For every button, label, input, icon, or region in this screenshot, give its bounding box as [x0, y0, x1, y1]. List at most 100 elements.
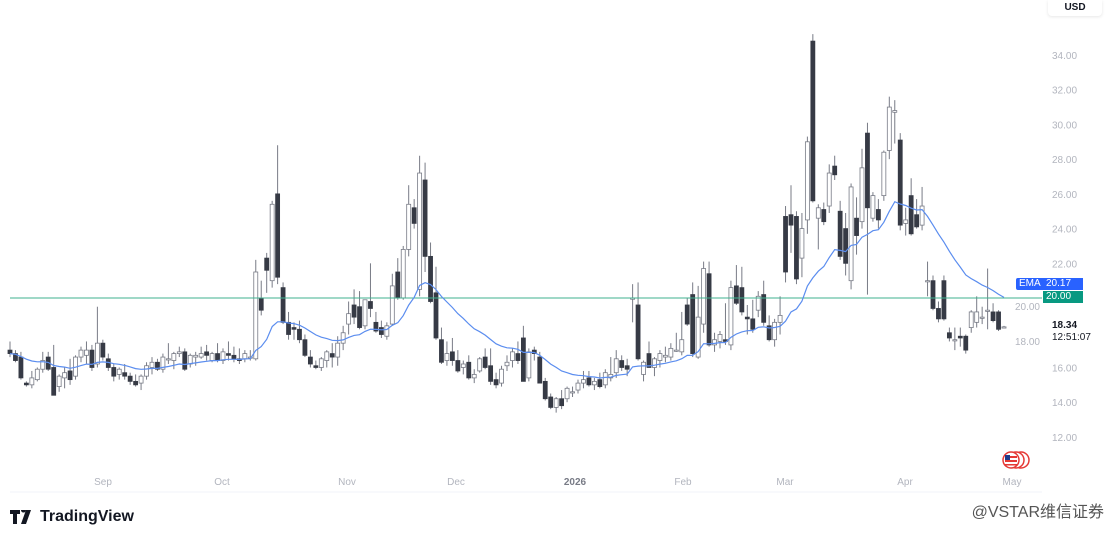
candle[interactable] — [493, 372, 499, 389]
candle[interactable] — [264, 252, 270, 293]
candle[interactable] — [761, 280, 767, 326]
candle[interactable] — [504, 355, 510, 371]
candle[interactable] — [728, 280, 734, 351]
candle[interactable] — [990, 303, 996, 323]
candle[interactable] — [56, 374, 62, 392]
candle[interactable] — [662, 346, 668, 363]
candle[interactable] — [723, 303, 728, 345]
candle[interactable] — [389, 273, 395, 326]
candle[interactable] — [176, 346, 182, 358]
candle[interactable] — [318, 357, 324, 371]
candle[interactable] — [946, 327, 952, 342]
candle[interactable] — [269, 200, 275, 288]
candle[interactable] — [357, 291, 362, 330]
candle[interactable] — [198, 346, 204, 359]
candle[interactable] — [701, 261, 707, 333]
candle[interactable] — [428, 242, 433, 304]
candle[interactable] — [460, 360, 466, 375]
candle[interactable] — [542, 377, 548, 401]
candle[interactable] — [313, 360, 319, 370]
candle[interactable] — [733, 265, 739, 305]
price-axis[interactable]: 12.00 14.00 16.00 18.00 20.00 22.00 24.00 26.00… — [1015, 51, 1077, 444]
candle[interactable] — [903, 207, 909, 236]
candle[interactable] — [537, 351, 543, 384]
candle[interactable] — [187, 353, 193, 368]
candle[interactable] — [581, 370, 586, 389]
candle[interactable] — [291, 322, 297, 340]
candle[interactable] — [466, 355, 472, 380]
candle[interactable] — [794, 211, 799, 285]
candle[interactable] — [717, 331, 723, 349]
candle[interactable] — [1001, 325, 1007, 329]
candle[interactable] — [968, 310, 974, 333]
candle[interactable] — [351, 289, 357, 325]
candle[interactable] — [182, 348, 188, 371]
candle[interactable] — [974, 296, 980, 328]
us-flag-icon[interactable] — [1001, 450, 1031, 475]
candle[interactable] — [111, 364, 117, 382]
candle[interactable] — [526, 348, 532, 382]
candle[interactable] — [881, 150, 887, 201]
candle[interactable] — [29, 370, 35, 389]
candle[interactable] — [488, 348, 494, 385]
currency-label[interactable]: USD — [1048, 0, 1102, 16]
candle[interactable] — [149, 357, 155, 375]
candle[interactable] — [444, 341, 450, 366]
candle[interactable] — [783, 206, 788, 283]
candle[interactable] — [695, 285, 701, 359]
candle[interactable] — [706, 261, 712, 347]
candle[interactable] — [122, 364, 128, 380]
candle[interactable] — [646, 341, 652, 368]
candle[interactable] — [45, 351, 51, 371]
candle[interactable] — [171, 351, 177, 370]
candle[interactable] — [870, 192, 876, 222]
candle[interactable] — [788, 185, 794, 253]
candle[interactable] — [799, 212, 805, 278]
candle[interactable] — [772, 318, 778, 347]
candle[interactable] — [400, 245, 406, 300]
candle[interactable] — [936, 301, 941, 323]
candle[interactable] — [548, 393, 554, 410]
candle[interactable] — [220, 348, 226, 365]
candle[interactable] — [67, 358, 73, 385]
candle[interactable] — [602, 369, 608, 389]
candle[interactable] — [499, 365, 504, 387]
candle[interactable] — [302, 334, 308, 358]
candle[interactable] — [897, 133, 903, 231]
candle[interactable] — [329, 343, 335, 368]
candle[interactable] — [875, 199, 881, 229]
candle[interactable] — [619, 355, 625, 371]
candle[interactable] — [155, 358, 160, 371]
candle[interactable] — [144, 362, 149, 380]
candle[interactable] — [963, 334, 969, 354]
candle[interactable] — [652, 357, 657, 377]
candle[interactable] — [433, 266, 439, 340]
candle[interactable] — [553, 396, 559, 413]
candle[interactable] — [597, 372, 603, 389]
candle[interactable] — [324, 350, 330, 368]
candle[interactable] — [679, 311, 685, 356]
candle[interactable] — [384, 322, 390, 340]
candle[interactable] — [848, 183, 854, 290]
candle[interactable] — [613, 350, 619, 378]
candle[interactable] — [13, 350, 18, 363]
candle[interactable] — [979, 306, 985, 325]
candle[interactable] — [908, 178, 914, 236]
candle[interactable] — [914, 199, 920, 229]
candle[interactable] — [340, 325, 346, 351]
candle[interactable] — [23, 381, 29, 387]
candle[interactable] — [411, 199, 417, 229]
candle[interactable] — [641, 360, 646, 382]
candle[interactable] — [297, 320, 302, 344]
candle[interactable] — [160, 353, 166, 373]
candle[interactable] — [668, 343, 674, 361]
candle[interactable] — [815, 204, 821, 250]
candle[interactable] — [690, 282, 696, 358]
candle[interactable] — [684, 298, 690, 326]
candle[interactable] — [395, 258, 401, 300]
candle[interactable] — [471, 369, 477, 384]
candle[interactable] — [449, 337, 455, 366]
candle[interactable] — [236, 348, 242, 365]
candle[interactable] — [892, 100, 898, 144]
candle[interactable] — [985, 268, 991, 330]
